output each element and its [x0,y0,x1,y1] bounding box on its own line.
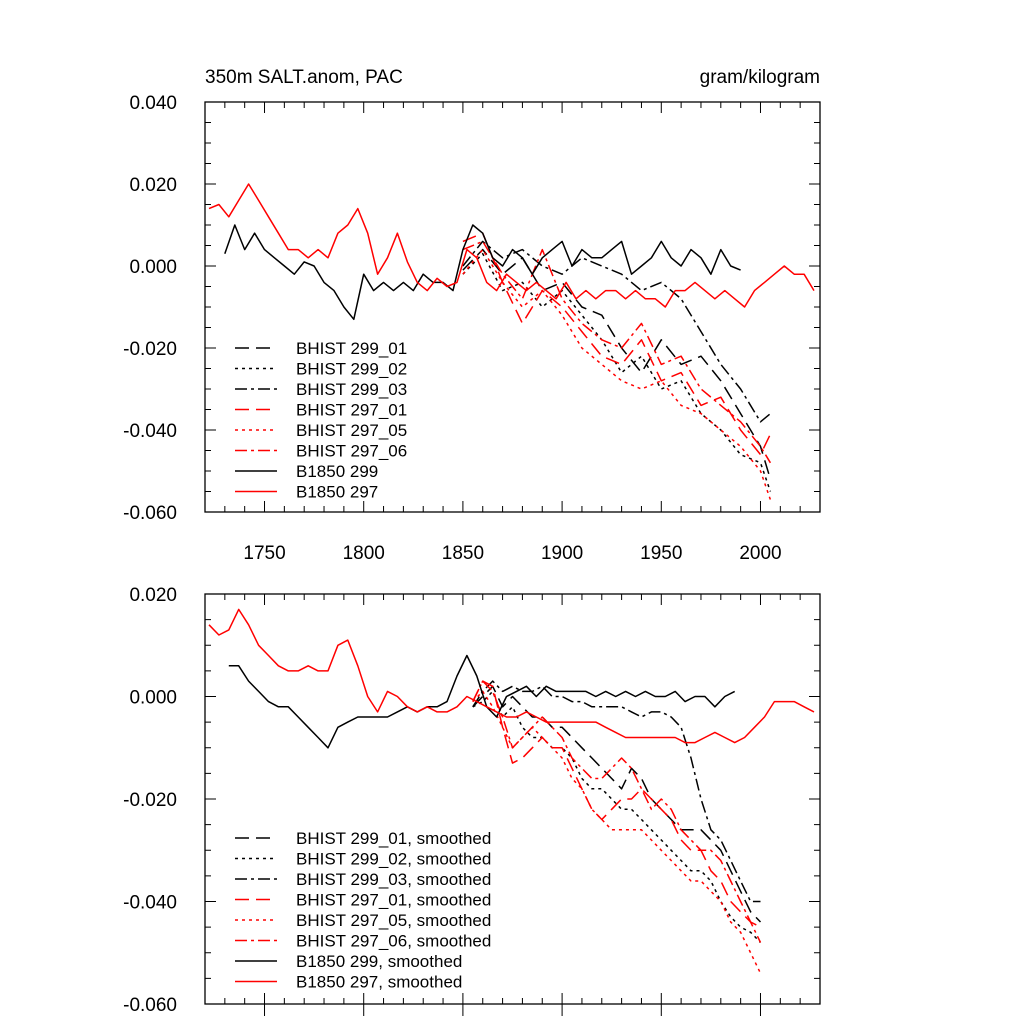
series-line-bhist-297-06 [462,240,772,464]
y-tick-label: -0.060 [123,503,177,524]
legend: BHIST 299_01, smoothed BHIST 299_02, smoo… [235,829,491,992]
legend-label: B1850 299 [296,462,378,481]
series-line-bhist-299-02 [462,252,772,492]
series-group [208,183,815,500]
bottom-panel: 0.020 0.000 -0.020 -0.040 -0.060 BHIST 299_01… [123,585,821,1016]
legend-label: BHIST 299_01, smoothed [296,829,491,848]
y-tick-label: 0.020 [129,175,177,196]
series-line-bhist-297-06-smoothed [472,680,762,943]
series-line-bhist-297-05 [462,248,772,500]
y-tick-label: -0.020 [123,339,177,360]
x-tick-label: 1950 [640,543,682,564]
legend-label: B1850 297 [296,483,378,502]
series-line-b1850-299-smoothed [228,654,736,749]
series-line-bhist-299-02-smoothed [472,690,762,944]
legend-label: BHIST 297_01 [296,401,407,420]
y-tick-label: -0.040 [123,893,177,914]
series-line-bhist-299-01 [462,248,772,480]
legend-label: BHIST 299_03, smoothed [296,870,491,889]
x-tick-label: 1850 [442,543,484,564]
y-tick-label: -0.040 [123,421,177,442]
legend-label: BHIST 299_02, smoothed [296,850,491,869]
x-tick-label: 1900 [541,543,583,564]
y-tick-label: -0.020 [123,790,177,811]
legend-label: B1850 299, smoothed [296,952,462,971]
legend-label: BHIST 297_06 [296,442,407,461]
x-tick-label: 1750 [243,543,285,564]
legend-label: BHIST 297_05 [296,421,407,440]
series-line-b1850-297-smoothed [208,608,815,744]
y-tick-label: 0.040 [129,93,177,114]
series-line-bhist-297-01 [462,232,772,456]
y-tick-label: 0.000 [129,688,177,709]
top-panel: 0.040 0.020 0.000 -0.020 -0.040 -0.060 1750 180… [123,67,821,564]
x-tick-label: 1800 [343,543,385,564]
legend-label: BHIST 297_05, smoothed [296,911,491,930]
units-label: gram/kilogram [700,67,820,88]
y-tick-label: 0.000 [129,257,177,278]
x-tick-label: 2000 [739,543,781,564]
legend-label: BHIST 299_01 [296,339,407,358]
y-tick-label: -0.060 [123,995,177,1016]
legend-label: BHIST 297_01, smoothed [296,891,491,910]
legend-label: B1850 297, smoothed [296,973,462,992]
legend-label: BHIST 299_03 [296,380,407,399]
series-line-bhist-299-03-smoothed [472,680,761,903]
chart-title: 350m SALT.anom, PAC [205,67,403,88]
series-group [208,608,815,974]
series-line-b1850-297 [208,183,815,308]
series-line-bhist-297-05-smoothed [472,690,762,974]
series-line-bhist-297-01-smoothed [472,680,761,928]
legend-label: BHIST 299_02 [296,360,407,379]
series-line-b1850-299 [224,224,741,321]
y-tick-label: 0.020 [129,585,177,606]
legend-label: BHIST 297_06, smoothed [296,932,491,951]
